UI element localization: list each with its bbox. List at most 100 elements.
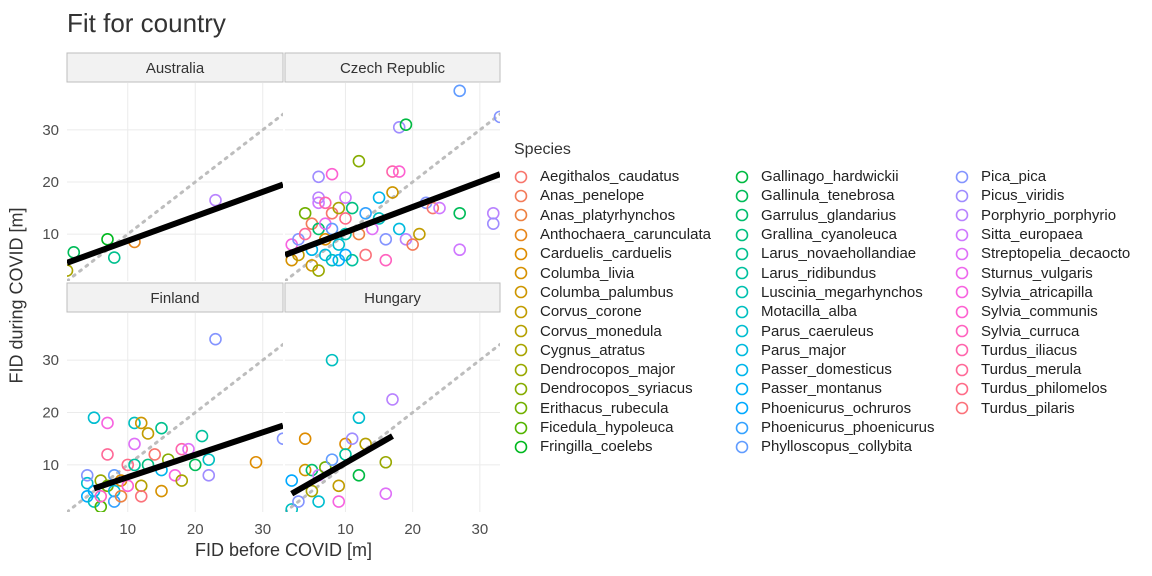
data-point	[379, 455, 393, 469]
legend-item: Larus_novaehollandiae	[735, 244, 934, 263]
data-point	[148, 448, 162, 461]
data-point	[332, 479, 346, 493]
facet-strip-label: Finland	[150, 290, 199, 307]
data-point	[345, 432, 359, 445]
data-point	[67, 264, 74, 277]
legend-item: Larus_ridibundus	[735, 263, 934, 282]
y-tick-label: 10	[42, 457, 59, 474]
legend-label: Grallina_cyanoleuca	[761, 226, 897, 244]
legend-key-circle-icon	[955, 247, 969, 261]
legend-key-circle-icon	[735, 343, 749, 357]
data-point	[453, 243, 466, 257]
data-point	[298, 432, 312, 445]
legend-label: Anthochaera_carunculata	[540, 226, 711, 244]
data-point	[276, 432, 283, 445]
data-point	[312, 264, 325, 277]
legend-label: Turdus_philomelos	[981, 380, 1108, 398]
plot-area: Australia 10 20 30 Czech Republic Finland 10 20…	[42, 52, 501, 538]
x-tick-label: 10	[119, 521, 136, 538]
legend-key-circle-icon	[514, 343, 528, 357]
legend-key-circle-icon	[735, 440, 749, 454]
data-point	[413, 227, 426, 241]
legend-label: Dendrocopos_major	[540, 361, 676, 379]
y-tick-label: 10	[42, 226, 59, 243]
data-point	[332, 238, 346, 251]
legend-item: Dendrocopos_syriacus	[514, 379, 711, 398]
data-point	[332, 495, 346, 508]
legend-item: Phoenicurus_phoenicurus	[735, 418, 934, 437]
legend-label: Porphyrio_porphyrio	[981, 206, 1117, 224]
data-point	[379, 233, 393, 246]
legend-key-circle-icon	[514, 247, 528, 261]
legend-key-circle-icon	[514, 266, 528, 280]
legend-item: Luscinia_megarhynchos	[735, 283, 934, 302]
legend-label: Erithacus_rubecula	[540, 399, 669, 417]
legend-label: Fringilla_coelebs	[540, 438, 653, 456]
x-tick-label: 30	[254, 521, 271, 538]
legend-key-circle-icon	[514, 382, 528, 396]
legend-label: Picus_viridis	[981, 187, 1065, 205]
legend-key-circle-icon	[955, 208, 969, 222]
data-point	[352, 154, 366, 168]
data-point	[175, 474, 189, 487]
legend-item: Turdus_pilaris	[955, 399, 1130, 418]
data-point	[202, 453, 216, 466]
legend-item: Ficedula_hypoleuca	[514, 418, 711, 437]
legend-item: Sylvia_curruca	[955, 321, 1130, 340]
data-point	[386, 186, 399, 199]
legend-key-circle-icon	[735, 247, 749, 261]
legend-item: Erithacus_rubecula	[514, 399, 711, 418]
data-point	[134, 479, 148, 493]
legend-key-circle-icon	[955, 170, 969, 184]
legend-item: Passer_montanus	[735, 379, 934, 398]
legend-item: Porphyrio_porphyrio	[955, 206, 1130, 225]
legend-label: Luscinia_megarhynchos	[761, 283, 923, 301]
data-point	[134, 416, 148, 430]
legend-key-circle-icon	[514, 228, 528, 242]
data-point	[339, 212, 352, 225]
legend-label: Passer_montanus	[761, 380, 882, 398]
fit-line	[285, 171, 500, 258]
legend-label: Parus_caeruleus	[761, 322, 874, 340]
data-point	[128, 416, 141, 430]
data-point	[453, 84, 466, 98]
legend-key-circle-icon	[514, 208, 528, 222]
legend-key-circle-icon	[735, 208, 749, 222]
data-point	[128, 458, 141, 472]
panel-content	[67, 112, 283, 281]
data-point	[121, 458, 135, 472]
panel-content	[285, 84, 500, 281]
legend-key-circle-icon	[955, 324, 969, 338]
fit-line	[67, 181, 283, 266]
facet-strip-label: Australia	[146, 60, 205, 77]
legend-label: Columba_livia	[540, 264, 635, 282]
legend-label: Turdus_pilaris	[981, 399, 1075, 417]
legend-key-circle-icon	[735, 189, 749, 203]
facet-strip	[66, 52, 284, 83]
data-point	[114, 489, 128, 503]
data-point	[325, 253, 339, 267]
data-point	[80, 476, 94, 490]
data-point	[392, 120, 406, 134]
legend-item: Sitta_europaea	[955, 225, 1130, 244]
legend-column: Aegithalos_caudatus Anas_penelope Anas_pla…	[514, 167, 711, 456]
data-point	[188, 458, 202, 472]
fit-line	[93, 422, 283, 492]
data-point	[134, 489, 148, 503]
legend-item: Fringilla_coelebs	[514, 437, 711, 456]
legend-item: Columba_palumbus	[514, 283, 711, 302]
data-point	[298, 206, 312, 220]
legend-label: Columba_palumbus	[540, 283, 674, 301]
data-point	[386, 165, 399, 178]
data-point	[433, 201, 446, 215]
legend-label: Dendrocopos_syriacus	[540, 380, 693, 398]
legend-key-circle-icon	[955, 266, 969, 280]
panel-content	[67, 332, 283, 512]
legend-label: Gallinago_hardwickii	[761, 168, 899, 186]
legend-item: Picus_viridis	[955, 186, 1130, 205]
legend-key-circle-icon	[735, 421, 749, 435]
data-point	[325, 167, 339, 181]
data-point	[107, 251, 121, 264]
legend-key-circle-icon	[514, 285, 528, 299]
data-point	[345, 201, 359, 215]
